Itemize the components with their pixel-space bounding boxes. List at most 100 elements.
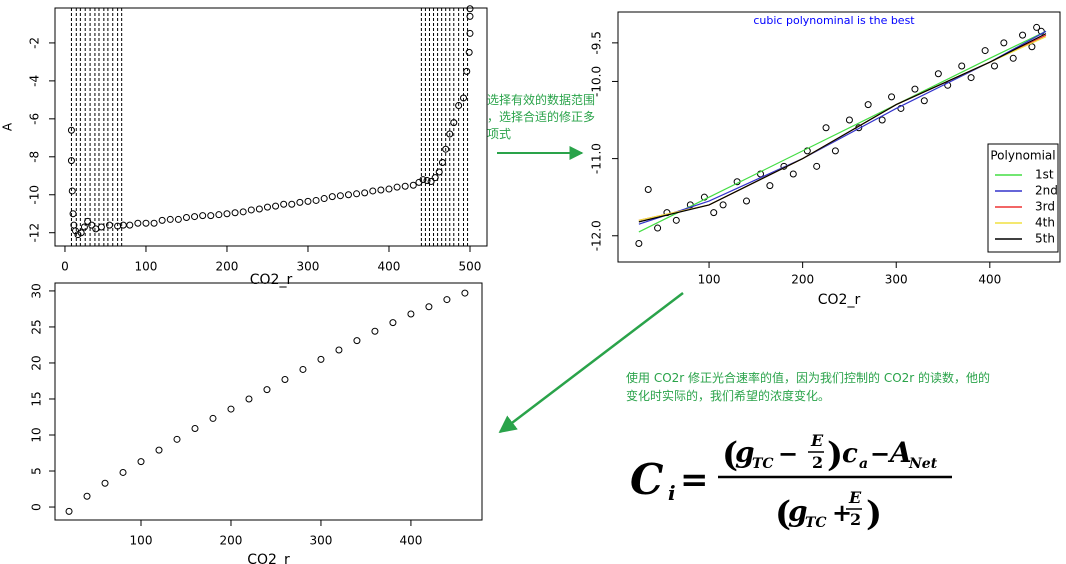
point (353, 190, 361, 198)
point (134, 219, 142, 227)
y-tick-label: -9.5 (590, 31, 604, 54)
point (455, 102, 463, 110)
point (1009, 54, 1017, 62)
point (207, 212, 215, 220)
point (407, 310, 415, 318)
point (1033, 23, 1041, 31)
point (385, 185, 393, 193)
point (371, 327, 379, 335)
point (137, 458, 145, 466)
x-tick-label: 100 (135, 260, 158, 274)
point (158, 216, 166, 224)
legend-label: 5th (1035, 232, 1055, 246)
point (101, 479, 109, 487)
note-line: 使用 CO2r 修正光合速率的值，因为我们控制的 CO2r 的读数，他的 (626, 370, 990, 385)
point (803, 147, 811, 155)
y-tick-label: 20 (30, 355, 44, 370)
legend-label: 2nd (1035, 184, 1058, 198)
formula-part: − (778, 439, 798, 468)
formula-part: A (887, 436, 912, 469)
point (336, 192, 344, 200)
point (304, 197, 312, 205)
point (1000, 39, 1008, 47)
plot-area (54, 282, 483, 521)
x-tick-label: 500 (459, 260, 482, 274)
formula-part: c (842, 439, 858, 469)
point (766, 182, 774, 190)
y-tick-label: -4 (28, 75, 42, 87)
point (191, 213, 199, 221)
point (789, 170, 797, 178)
point (1028, 43, 1036, 51)
x-axis-label: CO2_r (247, 552, 290, 564)
point (466, 12, 474, 20)
point (199, 212, 207, 220)
point (389, 319, 397, 327)
point (119, 468, 127, 476)
point (299, 365, 307, 373)
formula-part: ) (827, 435, 843, 475)
formula-part: − (870, 439, 890, 468)
formula-part: E (848, 488, 862, 507)
point (245, 395, 253, 403)
point (920, 97, 928, 105)
y-tick-label: -6 (28, 113, 42, 125)
formula-part: ( (722, 435, 738, 475)
point (106, 221, 114, 229)
formula-part: + (832, 498, 852, 527)
point (990, 62, 998, 70)
x-tick-label: 0 (61, 260, 69, 274)
point (419, 176, 427, 184)
point (83, 492, 91, 500)
point (446, 130, 454, 138)
point (757, 170, 765, 178)
point (845, 116, 853, 124)
y-tick-label: -10 (28, 185, 42, 205)
y-tick-label: 10 (30, 427, 44, 442)
point (166, 215, 174, 223)
formula-part: TC (752, 456, 774, 472)
point (247, 206, 255, 214)
point (878, 116, 886, 124)
point (126, 221, 134, 229)
chart-panel: 0 100 200 300 400 500 -12 -10 -8 -6 -4 -2 CO2_r A (1, 5, 488, 288)
point (215, 211, 223, 219)
legend-label: 4th (1035, 216, 1055, 230)
x-tick-label: 200 (216, 260, 239, 274)
point (173, 435, 181, 443)
point (84, 217, 92, 225)
note-line: 变化时实际的，我们希望的浓度变化。 (626, 388, 830, 403)
point (423, 177, 431, 185)
y-tick-label: -11.0 (590, 143, 604, 174)
point (461, 289, 469, 297)
legend-box (987, 143, 1059, 253)
point (443, 296, 451, 304)
point (425, 303, 433, 311)
note-line: 项式 (487, 127, 511, 141)
legend-label: 1st (1035, 168, 1054, 182)
y-tick-label: 15 (30, 391, 44, 406)
point (369, 187, 377, 195)
y-tick-label: 0 (30, 503, 44, 511)
x-tick-label: 100 (130, 534, 153, 548)
point (409, 181, 417, 189)
point (435, 168, 443, 176)
point (822, 124, 830, 132)
point (174, 215, 182, 223)
point (182, 214, 190, 222)
point (191, 425, 199, 433)
point (77, 229, 85, 237)
y-axis-label: A (1, 122, 15, 131)
x-tick-label: 300 (309, 534, 332, 548)
x-tick-label: 300 (297, 260, 320, 274)
point (280, 200, 288, 208)
note-line: ，选择合适的修正多 (487, 109, 595, 124)
x-tick-label: 300 (885, 273, 908, 287)
point (255, 205, 263, 213)
point (401, 182, 409, 190)
formula-part: ) (866, 494, 882, 534)
point (393, 183, 401, 191)
point (864, 101, 872, 109)
